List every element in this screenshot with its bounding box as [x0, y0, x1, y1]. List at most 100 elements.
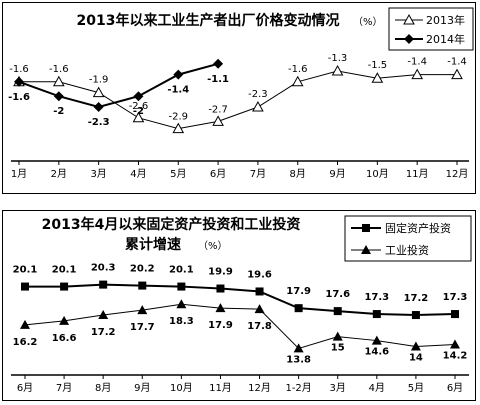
chart-title: 2013年以来工业生产者出厂价格变动情况	[77, 12, 340, 29]
data-label: -2.7	[208, 104, 228, 115]
data-label: 20.1	[13, 265, 38, 276]
data-point	[254, 304, 265, 314]
data-label: -1.6	[8, 92, 30, 103]
data-point	[176, 299, 187, 309]
data-point	[252, 100, 264, 112]
legend-marker-industrial	[361, 245, 371, 254]
data-point	[99, 280, 108, 289]
legend-marker-fixed-asset	[362, 224, 370, 232]
data-label: 16.2	[13, 337, 38, 348]
data-label: 20.1	[52, 265, 77, 276]
data-label: 20.3	[91, 263, 116, 274]
data-label: 14	[409, 352, 423, 363]
data-point	[92, 86, 105, 98]
chart-title-unit: （%）	[198, 240, 228, 252]
data-label: -1.6	[9, 64, 29, 75]
data-label: -2.3	[88, 117, 110, 128]
x-tick-label: 6月	[17, 382, 33, 394]
chart-title: 2013年4月以来固定资产投资和工业投资	[42, 216, 301, 233]
data-label: -1.1	[207, 74, 229, 85]
data-label: 14.6	[364, 347, 389, 358]
legend-label-2013: 2013年	[426, 13, 465, 27]
data-point	[333, 307, 342, 316]
data-point	[411, 311, 420, 320]
x-tick-label: 3月	[90, 168, 106, 180]
data-label: -2	[53, 106, 64, 117]
data-point	[93, 102, 104, 112]
data-label: 17.8	[247, 321, 272, 332]
x-tick-label: 1月	[11, 168, 27, 180]
data-label: -1.4	[407, 57, 427, 68]
data-label: -2.9	[169, 112, 189, 123]
data-point	[132, 111, 145, 123]
data-label: -1.5	[368, 60, 388, 71]
chart-title-unit: （%）	[353, 16, 383, 28]
legend-box	[388, 7, 474, 51]
data-label: -1.3	[328, 53, 348, 64]
data-point	[133, 91, 144, 102]
x-tick-label: 10月	[366, 168, 389, 180]
plot-area: 1月 2月 3月 4月 5月 6月 7月 8月 9月 10月 11月 12月 -1.6 -1.6 -1.9 -…	[8, 53, 469, 180]
data-point	[213, 58, 224, 69]
ppi-chart-panel: 2013年以来工业生产者出厂价格变动情况 （%） 2013年 2014年 1月 2…	[2, 2, 476, 194]
data-label: -1.4	[447, 57, 467, 68]
data-point	[332, 331, 343, 341]
x-tick-label: 1-2月	[285, 382, 311, 394]
data-point	[138, 281, 147, 290]
data-label: 17.9	[286, 286, 311, 297]
data-label: 17.3	[364, 292, 389, 303]
data-point	[216, 284, 225, 293]
series-line-0	[19, 70, 457, 130]
data-label: 17.9	[208, 320, 233, 331]
data-point	[212, 115, 224, 126]
legend-label-fixed-asset: 固定资产投资	[385, 221, 451, 235]
legend-marker-2013	[403, 13, 415, 25]
data-point	[52, 75, 65, 87]
data-point	[215, 303, 226, 313]
x-tick-label: 10月	[170, 382, 193, 394]
x-tick-label: 6月	[447, 382, 463, 394]
x-tick-label: 9月	[329, 168, 345, 180]
data-label: -1.6	[288, 64, 308, 75]
data-label: -2	[133, 106, 144, 117]
x-tick-label: 2月	[51, 168, 67, 180]
data-point	[20, 319, 30, 329]
x-tick-label: 8月	[95, 382, 111, 394]
data-point	[21, 282, 29, 291]
ppi-chart: 2013年以来工业生产者出厂价格变动情况 （%） 2013年 2014年 1月 2…	[8, 7, 474, 180]
data-label: -1.4	[167, 85, 189, 96]
plot-area: 6月 7月 8月 9月 10月 11月 12月 1-2月 3月 4月 5月 6月 20.1 20.1 20.…	[11, 263, 469, 394]
data-label: 16.6	[52, 333, 77, 344]
data-point	[53, 91, 64, 102]
data-label: -1.6	[49, 64, 69, 75]
data-point	[291, 75, 304, 87]
data-point	[177, 282, 186, 291]
data-point	[255, 287, 264, 296]
data-label: 13.8	[286, 354, 311, 365]
x-tick-label: 4月	[130, 168, 146, 180]
x-tick-label: 5月	[170, 168, 186, 180]
data-point	[173, 69, 184, 80]
data-point	[410, 341, 421, 351]
series-line-1	[24, 303, 456, 349]
data-point	[294, 304, 303, 313]
x-tick-label: 8月	[290, 168, 306, 180]
data-point	[372, 310, 381, 319]
legend-marker-2014	[404, 34, 414, 44]
data-label: 17.2	[404, 293, 429, 304]
series-line-0	[25, 283, 456, 317]
legend: 固定资产投资 工业投资	[344, 215, 472, 262]
data-point	[371, 335, 382, 345]
data-point	[98, 310, 109, 320]
data-label: 17.3	[443, 292, 468, 303]
x-tick-label: 5月	[408, 382, 424, 394]
legend: 2013年 2014年	[388, 7, 474, 51]
data-point	[137, 305, 148, 315]
x-tick-label: 11月	[209, 382, 232, 394]
investment-chart: 2013年4月以来固定资产投资和工业投资 累计增速 （%） 固定资产投资 工业投…	[11, 215, 472, 394]
investment-chart-panel: 2013年4月以来固定资产投资和工业投资 累计增速 （%） 固定资产投资 工业投…	[2, 210, 476, 401]
x-tick-label: 7月	[56, 382, 72, 394]
data-point	[411, 68, 424, 80]
data-point	[14, 76, 24, 87]
data-label: 17.6	[325, 289, 350, 300]
